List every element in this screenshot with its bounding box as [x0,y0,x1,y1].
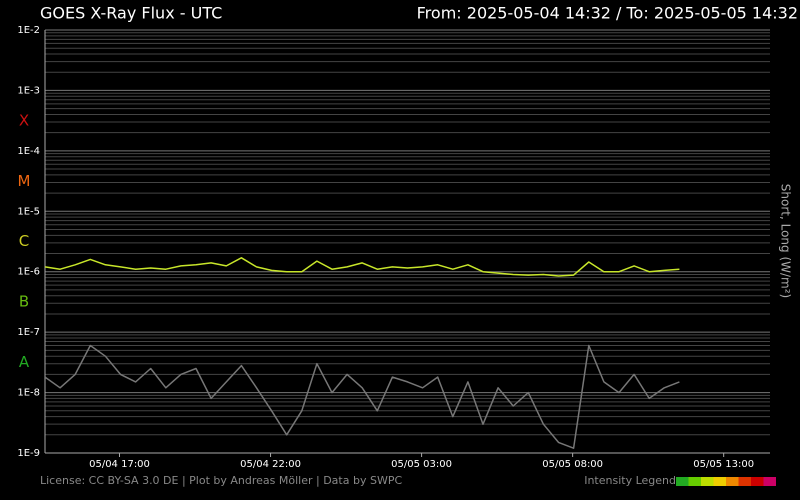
chart-title: GOES X-Ray Flux - UTC [40,4,222,23]
class-label: C [19,232,29,250]
y-tick-label: 1E-7 [17,327,40,338]
y-tick-label: 1E-6 [17,267,40,278]
intensity-swatch [688,477,701,486]
intensity-swatch [701,477,714,486]
x-tick-label: 05/05 03:00 [391,459,452,470]
series-line [45,257,680,277]
intensity-swatch [763,477,776,486]
class-label: M [18,172,31,190]
y-tick-label: 1E-2 [17,25,40,36]
intensity-swatch [713,477,726,486]
class-label: A [19,353,30,371]
chart-subtitle: From: 2025-05-04 14:32 / To: 2025-05-05 … [417,4,798,23]
x-tick-label: 05/04 22:00 [240,459,301,470]
y-axis-label: Short, Long (W/m²) [779,184,793,298]
y-tick-label: 1E-4 [17,146,40,157]
y-tick-label: 1E-9 [17,448,40,459]
x-tick-label: 05/04 17:00 [89,459,150,470]
intensity-swatch [726,477,739,486]
intensity-swatch [738,477,751,486]
class-label: X [19,111,29,129]
intensity-swatch [751,477,764,486]
series-line [45,344,680,449]
intensity-legend-label: Intensity Legend [584,474,676,487]
intensity-swatch [676,477,689,486]
y-tick-label: 1E-3 [17,85,40,96]
y-tick-label: 1E-8 [17,388,40,399]
x-tick-label: 05/05 08:00 [542,459,603,470]
plot-area [45,257,680,449]
y-tick-label: 1E-5 [17,206,40,217]
class-label: B [19,293,29,311]
x-tick-label: 05/05 13:00 [693,459,754,470]
footer: License: CC BY-SA 3.0 DE | Plot by Andre… [40,474,402,487]
